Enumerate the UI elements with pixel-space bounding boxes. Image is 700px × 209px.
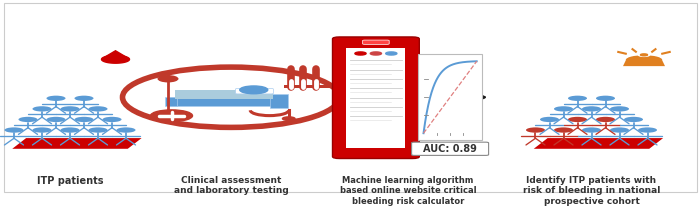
Circle shape: [116, 127, 136, 133]
Polygon shape: [623, 60, 665, 66]
Circle shape: [46, 117, 66, 122]
FancyBboxPatch shape: [168, 97, 279, 106]
Circle shape: [638, 53, 650, 56]
Circle shape: [540, 117, 559, 122]
Circle shape: [554, 127, 573, 133]
Ellipse shape: [626, 55, 662, 65]
FancyBboxPatch shape: [165, 97, 178, 106]
FancyBboxPatch shape: [235, 88, 273, 94]
Text: ITP patients: ITP patients: [36, 176, 104, 186]
Circle shape: [74, 96, 94, 101]
Polygon shape: [104, 51, 127, 57]
Text: AUC: 0.89: AUC: 0.89: [424, 144, 477, 154]
Circle shape: [46, 96, 66, 101]
Circle shape: [88, 106, 108, 112]
Ellipse shape: [158, 75, 178, 83]
Circle shape: [88, 127, 108, 133]
Polygon shape: [533, 138, 663, 149]
Circle shape: [638, 127, 657, 133]
Circle shape: [60, 127, 80, 133]
Circle shape: [370, 52, 382, 55]
Circle shape: [582, 106, 601, 112]
Polygon shape: [13, 138, 141, 149]
Circle shape: [32, 106, 52, 112]
Circle shape: [554, 106, 573, 112]
Circle shape: [582, 127, 601, 133]
Text: Machine learning algorithm
based online website critical
bleeding risk calculato: Machine learning algorithm based online …: [340, 176, 477, 206]
Circle shape: [74, 117, 94, 122]
Circle shape: [386, 52, 397, 55]
Circle shape: [32, 127, 52, 133]
FancyBboxPatch shape: [270, 94, 288, 108]
FancyBboxPatch shape: [412, 142, 489, 155]
FancyBboxPatch shape: [175, 90, 273, 99]
Circle shape: [60, 106, 80, 112]
FancyBboxPatch shape: [363, 40, 389, 44]
Circle shape: [355, 52, 366, 55]
FancyBboxPatch shape: [346, 48, 405, 148]
Circle shape: [596, 117, 615, 122]
Circle shape: [150, 110, 193, 122]
Circle shape: [239, 86, 267, 94]
Circle shape: [4, 127, 24, 133]
Polygon shape: [102, 55, 130, 63]
Circle shape: [610, 127, 629, 133]
Circle shape: [568, 96, 587, 101]
Circle shape: [18, 117, 38, 122]
Text: Clinical assessment
and laboratory testing: Clinical assessment and laboratory testi…: [174, 176, 288, 195]
Circle shape: [282, 117, 295, 120]
Circle shape: [610, 106, 629, 112]
Circle shape: [526, 127, 545, 133]
FancyBboxPatch shape: [418, 55, 482, 140]
FancyBboxPatch shape: [332, 37, 419, 158]
Circle shape: [640, 54, 648, 56]
Circle shape: [568, 117, 587, 122]
Circle shape: [596, 96, 615, 101]
Circle shape: [624, 117, 643, 122]
Circle shape: [102, 117, 122, 122]
FancyBboxPatch shape: [284, 85, 331, 88]
Text: Identify ITP patients with
risk of bleeding in national
prospective cohort: Identify ITP patients with risk of bleed…: [523, 176, 660, 206]
Circle shape: [122, 67, 340, 127]
